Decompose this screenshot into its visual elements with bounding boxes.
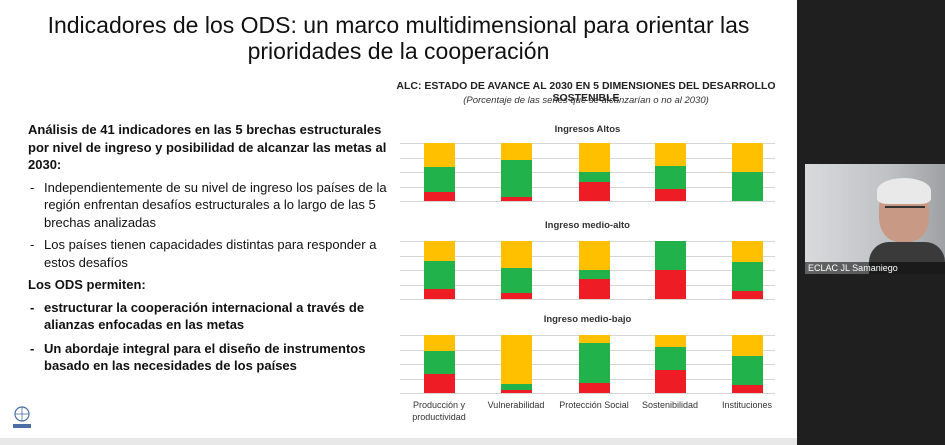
stacked-bar bbox=[578, 335, 610, 393]
bar-segment bbox=[500, 335, 532, 385]
bar-segment bbox=[578, 335, 610, 343]
bar-segment bbox=[731, 335, 763, 357]
bar-segment bbox=[731, 262, 763, 292]
category-label: Instituciones bbox=[721, 400, 773, 410]
stacked-bar bbox=[731, 335, 763, 393]
bar-segment bbox=[731, 291, 763, 299]
bar-segment bbox=[423, 373, 455, 393]
bar-segment bbox=[500, 293, 532, 299]
slide-footer-bar bbox=[0, 438, 797, 445]
presentation-slide: Indicadores de los ODS: un marco multidi… bbox=[0, 0, 797, 445]
speaker-hair bbox=[877, 178, 931, 204]
stacked-bar bbox=[500, 241, 532, 299]
bar-segment bbox=[423, 288, 455, 299]
stacked-bar bbox=[654, 241, 686, 299]
bullet-item: Los países tienen capacidades distintas … bbox=[28, 236, 388, 271]
stacked-bar bbox=[654, 143, 686, 201]
bar-segment bbox=[500, 143, 532, 161]
bar-segment bbox=[500, 384, 532, 391]
stacked-bar bbox=[423, 335, 455, 393]
bar-segment bbox=[578, 241, 610, 270]
panel-title: Ingreso medio-alto bbox=[545, 220, 630, 231]
stacked-bar bbox=[423, 241, 455, 299]
bar-segment bbox=[654, 369, 686, 393]
slide-title: Indicadores de los ODS: un marco multidi… bbox=[47, 12, 750, 64]
bar-segment bbox=[731, 172, 763, 201]
participant-video-tile[interactable] bbox=[805, 164, 945, 274]
bar-segment bbox=[578, 383, 610, 393]
category-label: Protección Social bbox=[559, 400, 629, 410]
bar-segment bbox=[578, 278, 610, 299]
bar-segment bbox=[500, 196, 532, 201]
analysis-heading: Análisis de 41 indicadores en las 5 brec… bbox=[28, 122, 387, 172]
bar-segment bbox=[500, 268, 532, 294]
bar-segment bbox=[578, 143, 610, 172]
stacked-bar bbox=[731, 143, 763, 201]
bar-segment bbox=[578, 270, 610, 279]
bar-segment bbox=[423, 261, 455, 289]
grid-line bbox=[400, 393, 775, 394]
bar-segment bbox=[654, 241, 686, 270]
participant-name-label: ECLAC JL Samaniego bbox=[805, 262, 945, 274]
speaker-glasses bbox=[885, 206, 925, 216]
bar-segment bbox=[578, 181, 610, 201]
chart-title: ALC: ESTADO DE AVANCE AL 2030 EN 5 DIMEN… bbox=[396, 80, 776, 104]
bar-segment bbox=[423, 350, 455, 374]
bar-segment bbox=[500, 241, 532, 269]
stacked-bar bbox=[731, 241, 763, 299]
bar-segment bbox=[578, 172, 610, 182]
stacked-bar bbox=[578, 143, 610, 201]
bar-segment bbox=[654, 335, 686, 347]
bar-segment bbox=[731, 356, 763, 386]
bar-segment bbox=[423, 335, 455, 351]
bar-segment bbox=[731, 143, 763, 172]
category-label: Producción y productividad bbox=[412, 400, 466, 422]
stacked-bar bbox=[500, 143, 532, 201]
bar-segment bbox=[654, 143, 686, 167]
ods-heading: Los ODS permiten: bbox=[28, 277, 146, 292]
bar-segment bbox=[423, 143, 455, 168]
ods-bullet-item: estructurar la cooperación internacional… bbox=[28, 299, 388, 334]
bar-segment bbox=[423, 167, 455, 192]
bar-segment bbox=[731, 385, 763, 393]
stacked-bar bbox=[500, 335, 532, 393]
bar-segment bbox=[731, 241, 763, 263]
stacked-bar bbox=[423, 143, 455, 201]
ods-bullet-item: Un abordaje integral para el diseño de i… bbox=[28, 340, 388, 375]
stacked-bar bbox=[654, 335, 686, 393]
stacked-bar bbox=[578, 241, 610, 299]
bar-segment bbox=[578, 342, 610, 384]
panel-title: Ingreso medio-bajo bbox=[543, 314, 632, 325]
category-label: Vulnerabilidad bbox=[487, 400, 545, 410]
bar-segment bbox=[654, 270, 686, 299]
grid-line bbox=[400, 201, 775, 202]
bar-segment bbox=[423, 191, 455, 201]
bar-segment bbox=[500, 390, 532, 393]
un-emblem-logo bbox=[13, 406, 31, 428]
bullet-item: Independientemente de su nivel de ingres… bbox=[28, 179, 388, 232]
bar-segment bbox=[654, 346, 686, 370]
panel-title: Ingresos Altos bbox=[554, 124, 621, 135]
bar-segment bbox=[423, 241, 455, 262]
bar-segment bbox=[654, 189, 686, 201]
bar-segment bbox=[654, 166, 686, 190]
grid-line bbox=[400, 299, 775, 300]
category-label: Sostenibilidad bbox=[641, 400, 699, 410]
analysis-text: Análisis de 41 indicadores en las 5 brec… bbox=[28, 121, 388, 375]
bar-segment bbox=[500, 160, 532, 197]
chart-subtitle: (Porcentaje de las series que se alcanza… bbox=[463, 95, 709, 106]
